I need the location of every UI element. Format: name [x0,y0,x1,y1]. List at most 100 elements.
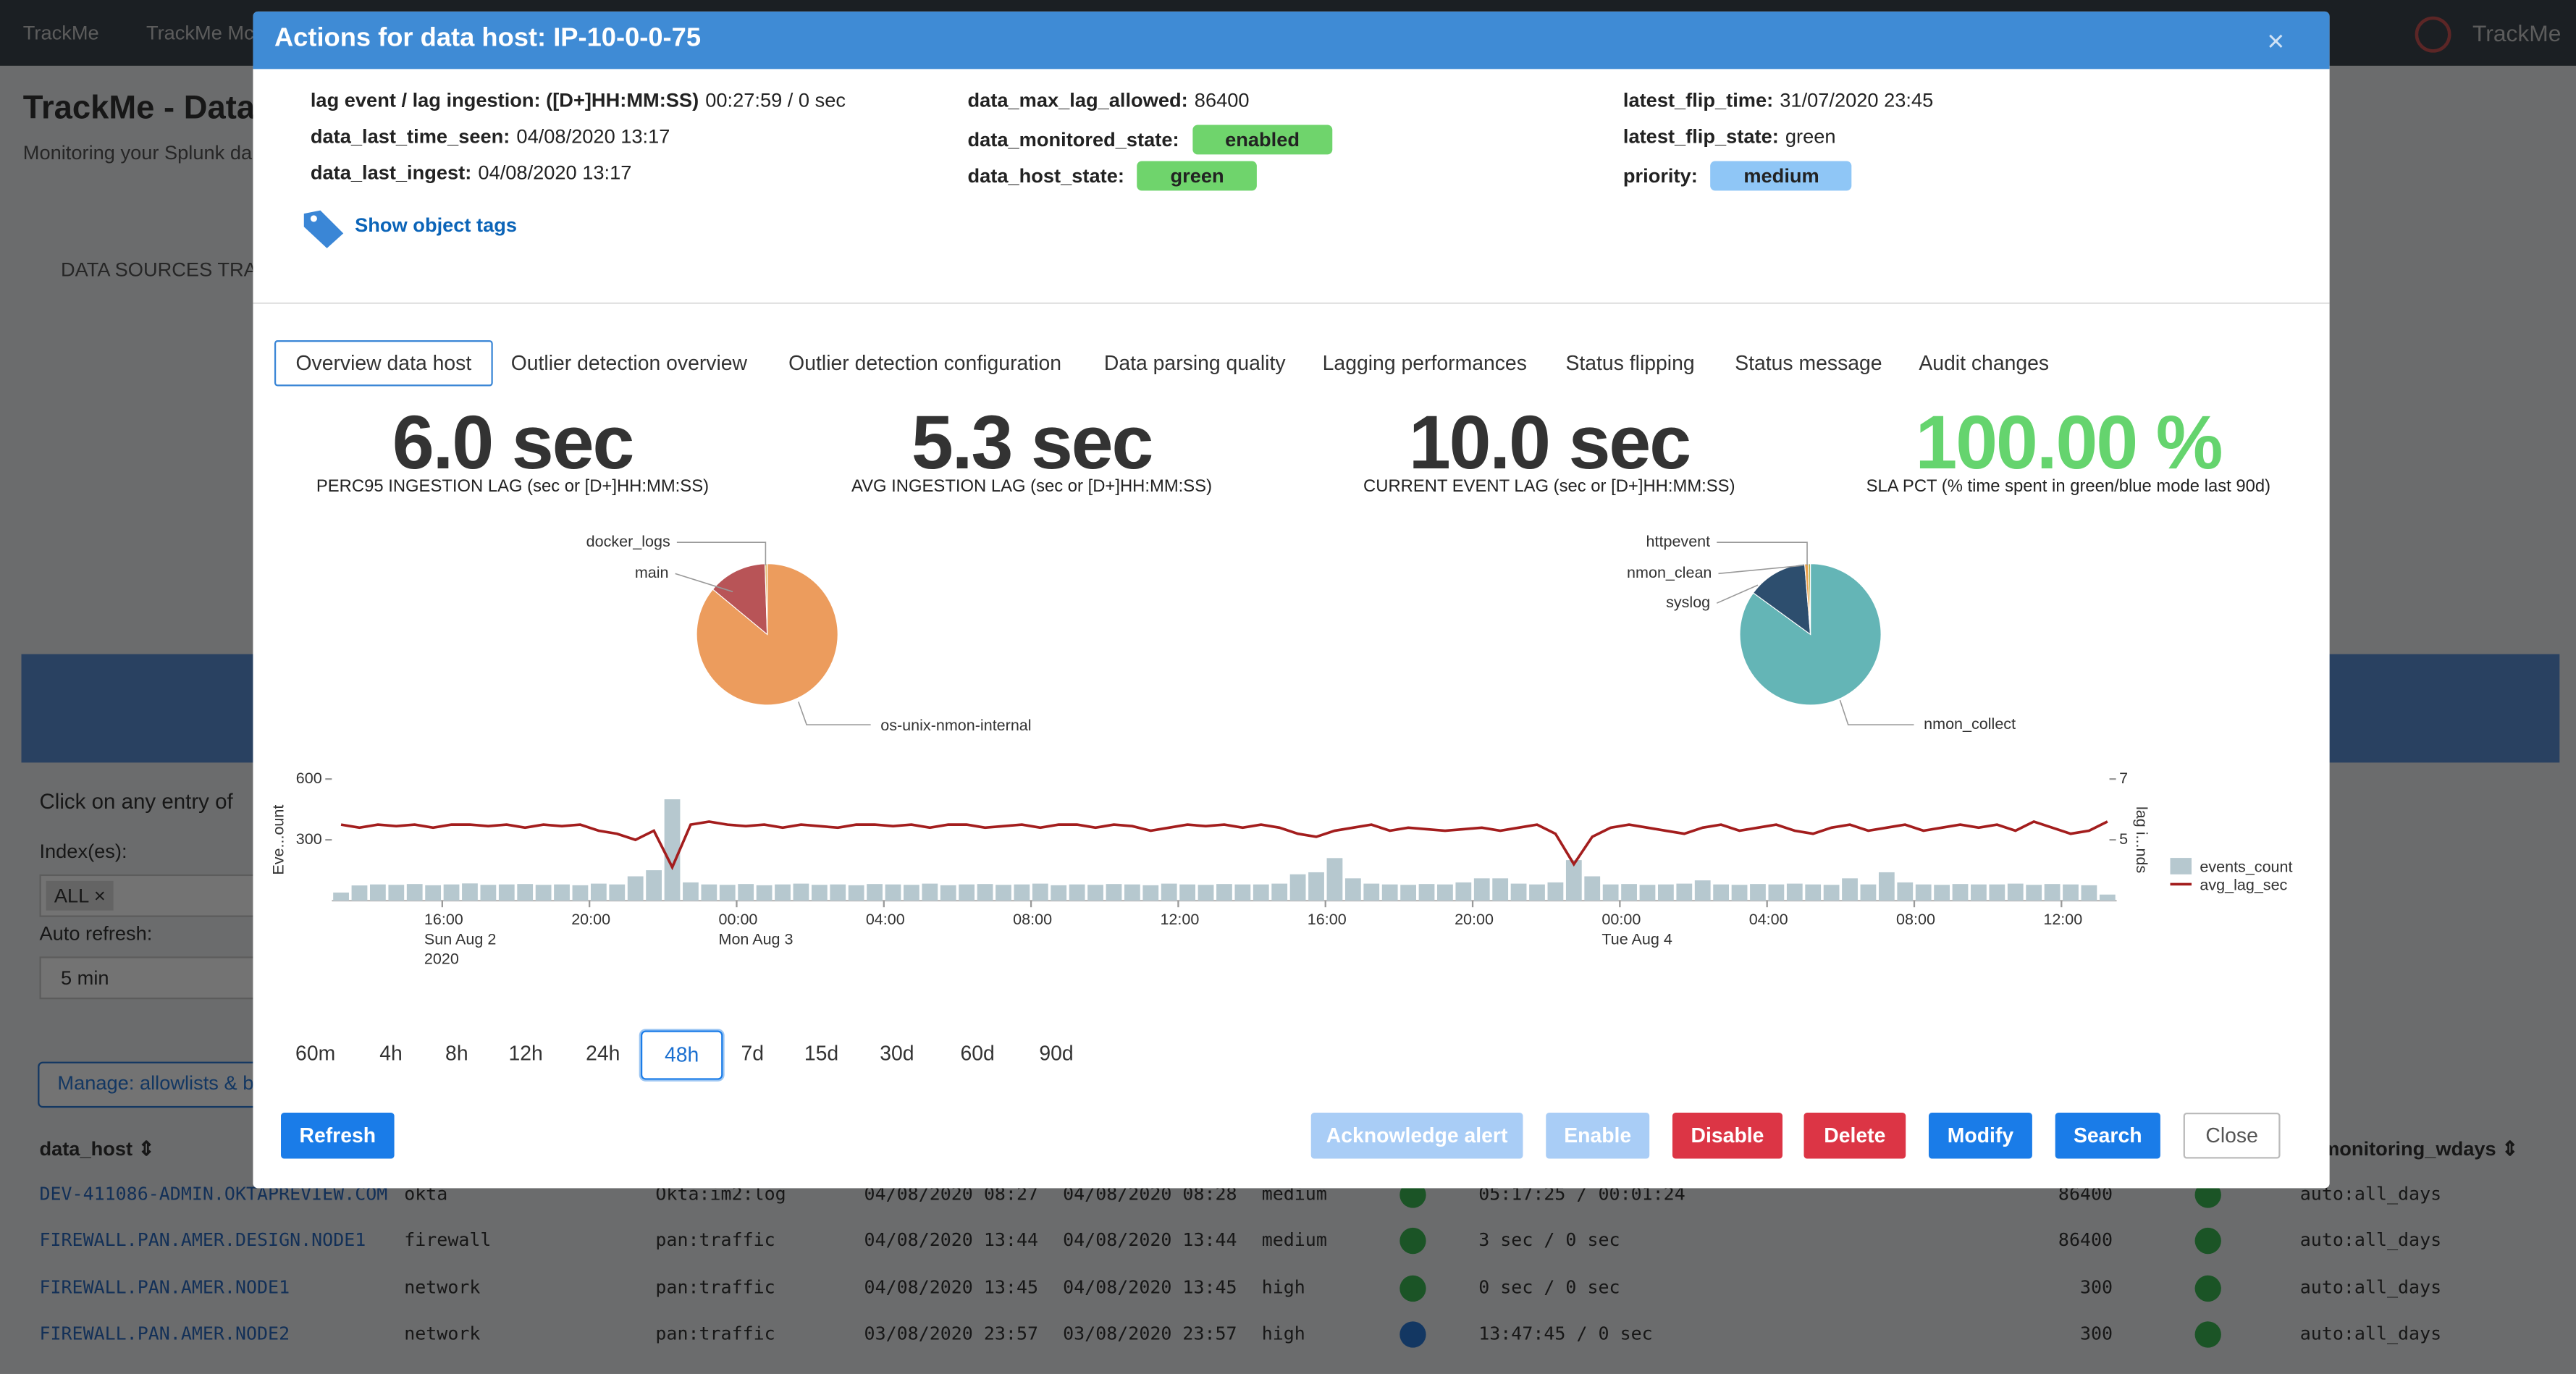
count-bar [609,884,626,901]
tab[interactable]: Data parsing quality [1103,351,1286,375]
kpi-value: 10.0 sec [1408,399,1691,485]
tab[interactable]: Outlier detection configuration [788,351,1062,375]
count-bar [1455,882,1472,901]
count-bar [1602,884,1619,901]
count-bar [1547,882,1564,901]
close-x[interactable]: × [2267,25,2285,58]
count-bar [1658,884,1674,901]
info-value: 04/08/2020 13:17 [478,161,632,185]
count-bar [1437,884,1453,901]
action-button[interactable]: Refresh [281,1112,395,1159]
pie-slice [1807,563,1811,635]
x-tick-label: 16:00 [424,910,463,928]
x-tick-label: 04:00 [1749,910,1788,928]
info-item: data_max_lag_allowed: 86400 [968,89,1250,112]
tab[interactable]: Outlier detection overview [510,351,748,375]
range-button[interactable]: 30d [880,1042,914,1066]
tag-icon [303,210,344,248]
pie-slice [712,563,768,636]
count-bar [1087,885,1103,901]
tab[interactable]: Audit changes [1919,351,2050,375]
count-bar [738,884,754,901]
kpi-value: 6.0 sec [392,399,635,485]
count-bar [370,884,386,901]
count-bar [1934,885,1950,901]
kpi-label: CURRENT EVENT LAG (sec or [D+]HH:MM:SS) [1363,476,1735,497]
tab[interactable]: Status message [1735,351,1882,375]
modal: Actions for data host: IP-10-0-0-75 × Sh… [253,11,2330,1189]
range-button[interactable]: 12h [508,1042,543,1066]
count-bar [1989,884,2005,901]
legend-label: events_count [2200,857,2292,875]
tab[interactable]: Overview data host [274,340,493,387]
action-button[interactable]: Close [2183,1112,2281,1159]
count-bar [1713,884,1730,901]
x-tick-label: 20:00 [571,910,610,928]
count-bar [1381,884,1398,901]
pie-label: main [635,563,669,581]
pie-label: nmon_clean [1627,563,1712,581]
pie-label: syslog [1666,593,1710,611]
range-button[interactable]: 8h [445,1042,468,1066]
count-bar [1142,885,1159,901]
info-item: latest_flip_time: 31/07/2020 23:45 [1623,89,1933,112]
count-bar [1253,884,1269,901]
count-bar [1878,872,1895,901]
tab[interactable]: Lagging performances [1322,351,1527,375]
count-bar [1308,872,1324,901]
action-button[interactable]: Modify [1928,1112,2032,1159]
count-bar [1971,884,1987,901]
count-bar [996,885,1011,901]
info-item: data_last_ingest: 04/08/2020 13:17 [311,161,632,184]
pie-label: httpevent [1646,532,1711,550]
count-bar [1069,884,1085,901]
separator [253,302,2330,305]
range-button[interactable]: 60d [960,1042,995,1066]
action-button[interactable]: Enable [1546,1112,1650,1159]
info-label: priority: [1622,164,1698,187]
pie-label: nmon_collect [1924,715,2016,733]
y-tick-label: 600 [296,769,322,787]
count-bar [1216,884,1232,901]
tab[interactable]: Status flipping [1565,351,1695,375]
count-bar [351,885,368,901]
range-button[interactable]: 7d [741,1042,765,1066]
range-button[interactable]: 60m [295,1042,336,1066]
count-bar [756,885,773,901]
count-bar [2026,885,2042,901]
count-bar [2081,885,2097,901]
count-bar [867,884,883,901]
action-button[interactable]: Search [2055,1112,2160,1159]
range-button[interactable]: 90d [1039,1042,1074,1066]
action-button[interactable]: Delete [1803,1112,1906,1159]
pie-label: docker_logs [586,532,670,550]
show-tags-link[interactable]: Show object tags [355,214,518,237]
count-bar [701,884,717,901]
action-button[interactable]: Acknowledge alert [1310,1112,1523,1159]
range-button[interactable]: 15d [804,1042,839,1066]
count-bar [1179,884,1196,901]
range-button[interactable]: 4h [379,1042,403,1066]
range-button[interactable]: 24h [586,1042,620,1066]
count-bar [1694,880,1711,901]
count-bar [1234,884,1251,901]
count-bar [1621,884,1637,901]
range-button[interactable]: 48h [640,1030,723,1080]
info-label: latest_flip_state: [1622,125,1779,148]
y2-axis-label: lag i...nds [2133,806,2151,873]
info-value: 00:27:59 / 0 sec [705,88,846,112]
x-tick-label: 00:00 [1601,910,1641,928]
count-bar [1326,858,1343,901]
action-button[interactable]: Disable [1672,1112,1783,1159]
leader-line [1716,584,1759,604]
count-bar [1197,885,1214,901]
legend-label: avg_lag_sec [2200,875,2287,893]
info-label: data_last_time_seen: [310,125,510,148]
info-label: data_max_lag_allowed: [967,88,1188,112]
x-tick-label: 04:00 [866,910,905,928]
count-bar [1786,883,1803,901]
x-tick-label: Tue Aug 4 [1601,930,1672,948]
count-bar [940,885,956,901]
count-bar [1639,885,1656,901]
